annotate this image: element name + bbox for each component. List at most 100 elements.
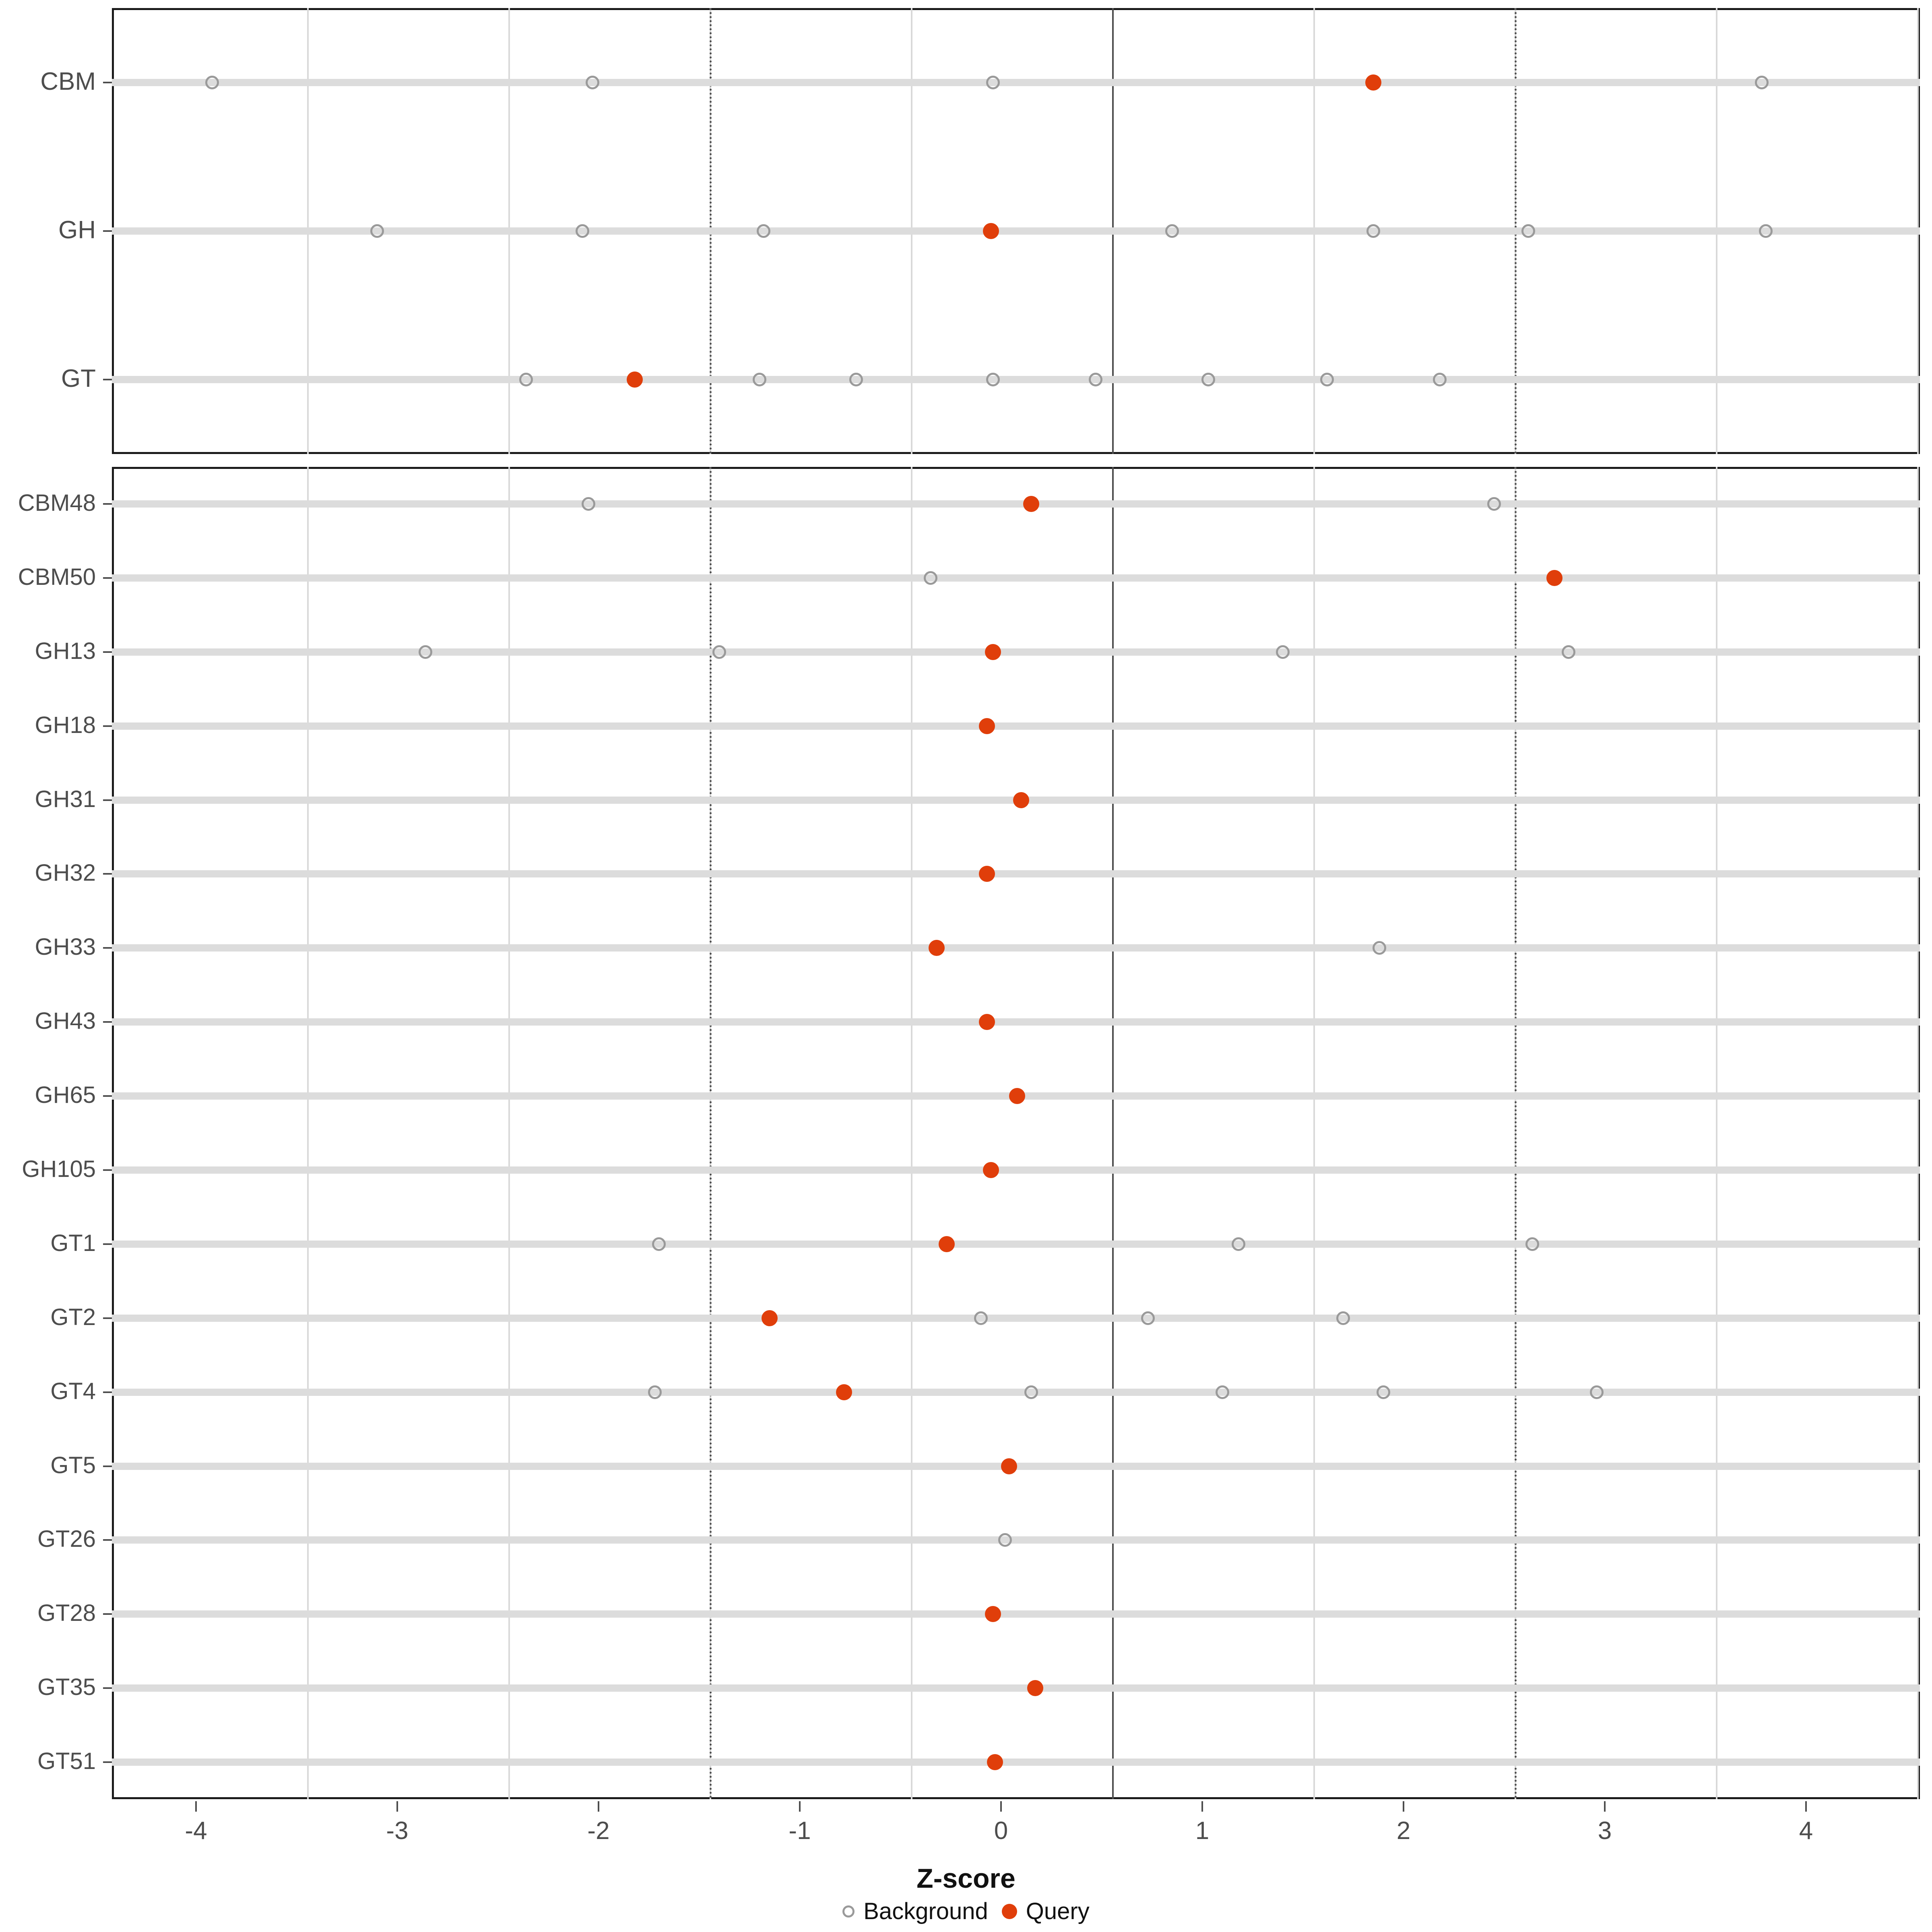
y-axis-label-GT1: GT1: [50, 1230, 96, 1256]
background-point: [924, 571, 937, 585]
y-axis-label-CBM48: CBM48: [18, 489, 96, 516]
x-tick--1: [799, 1801, 801, 1812]
x-tick-label-1: 1: [1195, 1817, 1210, 1845]
background-point: [1590, 1385, 1604, 1399]
x-tick-label--3: -3: [386, 1817, 409, 1845]
background-point: [712, 645, 726, 659]
y-tick-GH33: [103, 947, 112, 949]
y-tick-GH: [103, 230, 112, 232]
y-axis-label-GT2: GT2: [50, 1304, 96, 1330]
background-point: [576, 224, 589, 238]
background-point: [1201, 373, 1215, 387]
y-axis-label-GH33: GH33: [35, 934, 96, 960]
chart-legend: Background Query: [0, 1900, 1932, 1923]
background-point: [1487, 497, 1501, 511]
y-axis-label-CBM50: CBM50: [18, 564, 96, 590]
y-axis-label-GH43: GH43: [35, 1008, 96, 1034]
legend-item-background: Background: [842, 1900, 988, 1923]
y-tick-GT28: [103, 1613, 112, 1615]
y-axis-label-GH18: GH18: [35, 712, 96, 738]
y-axis-label-GT5: GT5: [50, 1452, 96, 1478]
row-band-GT51: [112, 1759, 1920, 1766]
background-point: [1024, 1385, 1038, 1399]
background-point: [974, 1311, 988, 1325]
query-point: [983, 1162, 999, 1178]
background-point: [1089, 373, 1102, 387]
x-tick--2: [598, 1801, 599, 1812]
query-point: [1013, 792, 1029, 808]
query-point: [985, 644, 1001, 660]
background-point: [205, 75, 219, 89]
gridline-x-1: [1313, 467, 1315, 1799]
background-point: [1232, 1237, 1245, 1251]
legend-label-background: Background: [863, 1898, 988, 1924]
x-tick-label--1: -1: [788, 1817, 811, 1845]
x-tick--3: [396, 1801, 398, 1812]
x-tick-3: [1604, 1801, 1606, 1812]
background-point: [1276, 645, 1290, 659]
gridline-x-3: [1716, 467, 1717, 1799]
panel-family-level: [112, 467, 1920, 1799]
query-point: [983, 223, 999, 239]
x-tick-label-3: 3: [1598, 1817, 1612, 1845]
y-axis-label-GT35: GT35: [37, 1674, 96, 1701]
y-axis-label-GH105: GH105: [22, 1156, 96, 1182]
background-point: [1433, 373, 1447, 387]
zero-line: [1112, 467, 1114, 1799]
row-band-CBM50: [112, 574, 1920, 582]
legend-item-query: Query: [1001, 1900, 1090, 1923]
y-tick-GT5: [103, 1465, 112, 1467]
y-axis-label-GT26: GT26: [37, 1526, 96, 1552]
y-axis-label-GH32: GH32: [35, 860, 96, 886]
y-tick-GT2: [103, 1317, 112, 1319]
background-point: [1521, 224, 1535, 238]
x-tick--4: [195, 1801, 197, 1812]
y-axis-label-GH31: GH31: [35, 786, 96, 812]
row-band-GH43: [112, 1018, 1920, 1026]
y-tick-GT1: [103, 1243, 112, 1245]
background-point: [849, 373, 863, 387]
background-marker-icon: [842, 1905, 855, 1918]
background-point: [1759, 224, 1773, 238]
x-tick-4: [1805, 1801, 1807, 1812]
background-point: [652, 1237, 666, 1251]
row-band-GH33: [112, 944, 1920, 952]
y-axis-label-GH: GH: [58, 216, 96, 244]
background-point: [757, 224, 770, 238]
x-tick-label--4: -4: [185, 1817, 207, 1845]
query-marker-icon: [1001, 1904, 1017, 1919]
background-point: [1366, 224, 1380, 238]
row-band-GT35: [112, 1684, 1920, 1692]
background-point: [753, 373, 766, 387]
y-tick-GT51: [103, 1761, 112, 1763]
row-band-GH: [112, 227, 1920, 235]
panel-class-level-plot-area: [112, 8, 1920, 454]
gridline-x--1: [911, 467, 912, 1799]
background-point: [1320, 373, 1334, 387]
row-band-GH13: [112, 648, 1920, 656]
background-point: [419, 645, 432, 659]
y-tick-GH31: [103, 799, 112, 801]
row-band-GT: [112, 376, 1920, 384]
background-point: [1373, 941, 1386, 955]
background-point: [1562, 645, 1575, 659]
background-point: [582, 497, 595, 511]
gridline-x--4: [307, 467, 309, 1799]
y-tick-GH105: [103, 1169, 112, 1171]
query-point: [979, 718, 995, 734]
background-point: [986, 373, 1000, 387]
y-tick-GH13: [103, 651, 112, 653]
x-tick-1: [1201, 1801, 1203, 1812]
y-tick-GH18: [103, 725, 112, 727]
x-tick-0: [1000, 1801, 1002, 1812]
y-tick-GH43: [103, 1021, 112, 1023]
y-axis-label-CBM: CBM: [40, 67, 96, 95]
background-point: [998, 1533, 1012, 1547]
y-axis-label-GT51: GT51: [37, 1748, 96, 1775]
query-point: [929, 940, 945, 956]
y-tick-GT35: [103, 1687, 112, 1689]
x-tick-label-2: 2: [1396, 1817, 1411, 1845]
background-point: [370, 224, 384, 238]
background-point: [586, 75, 599, 89]
row-band-GT26: [112, 1536, 1920, 1544]
